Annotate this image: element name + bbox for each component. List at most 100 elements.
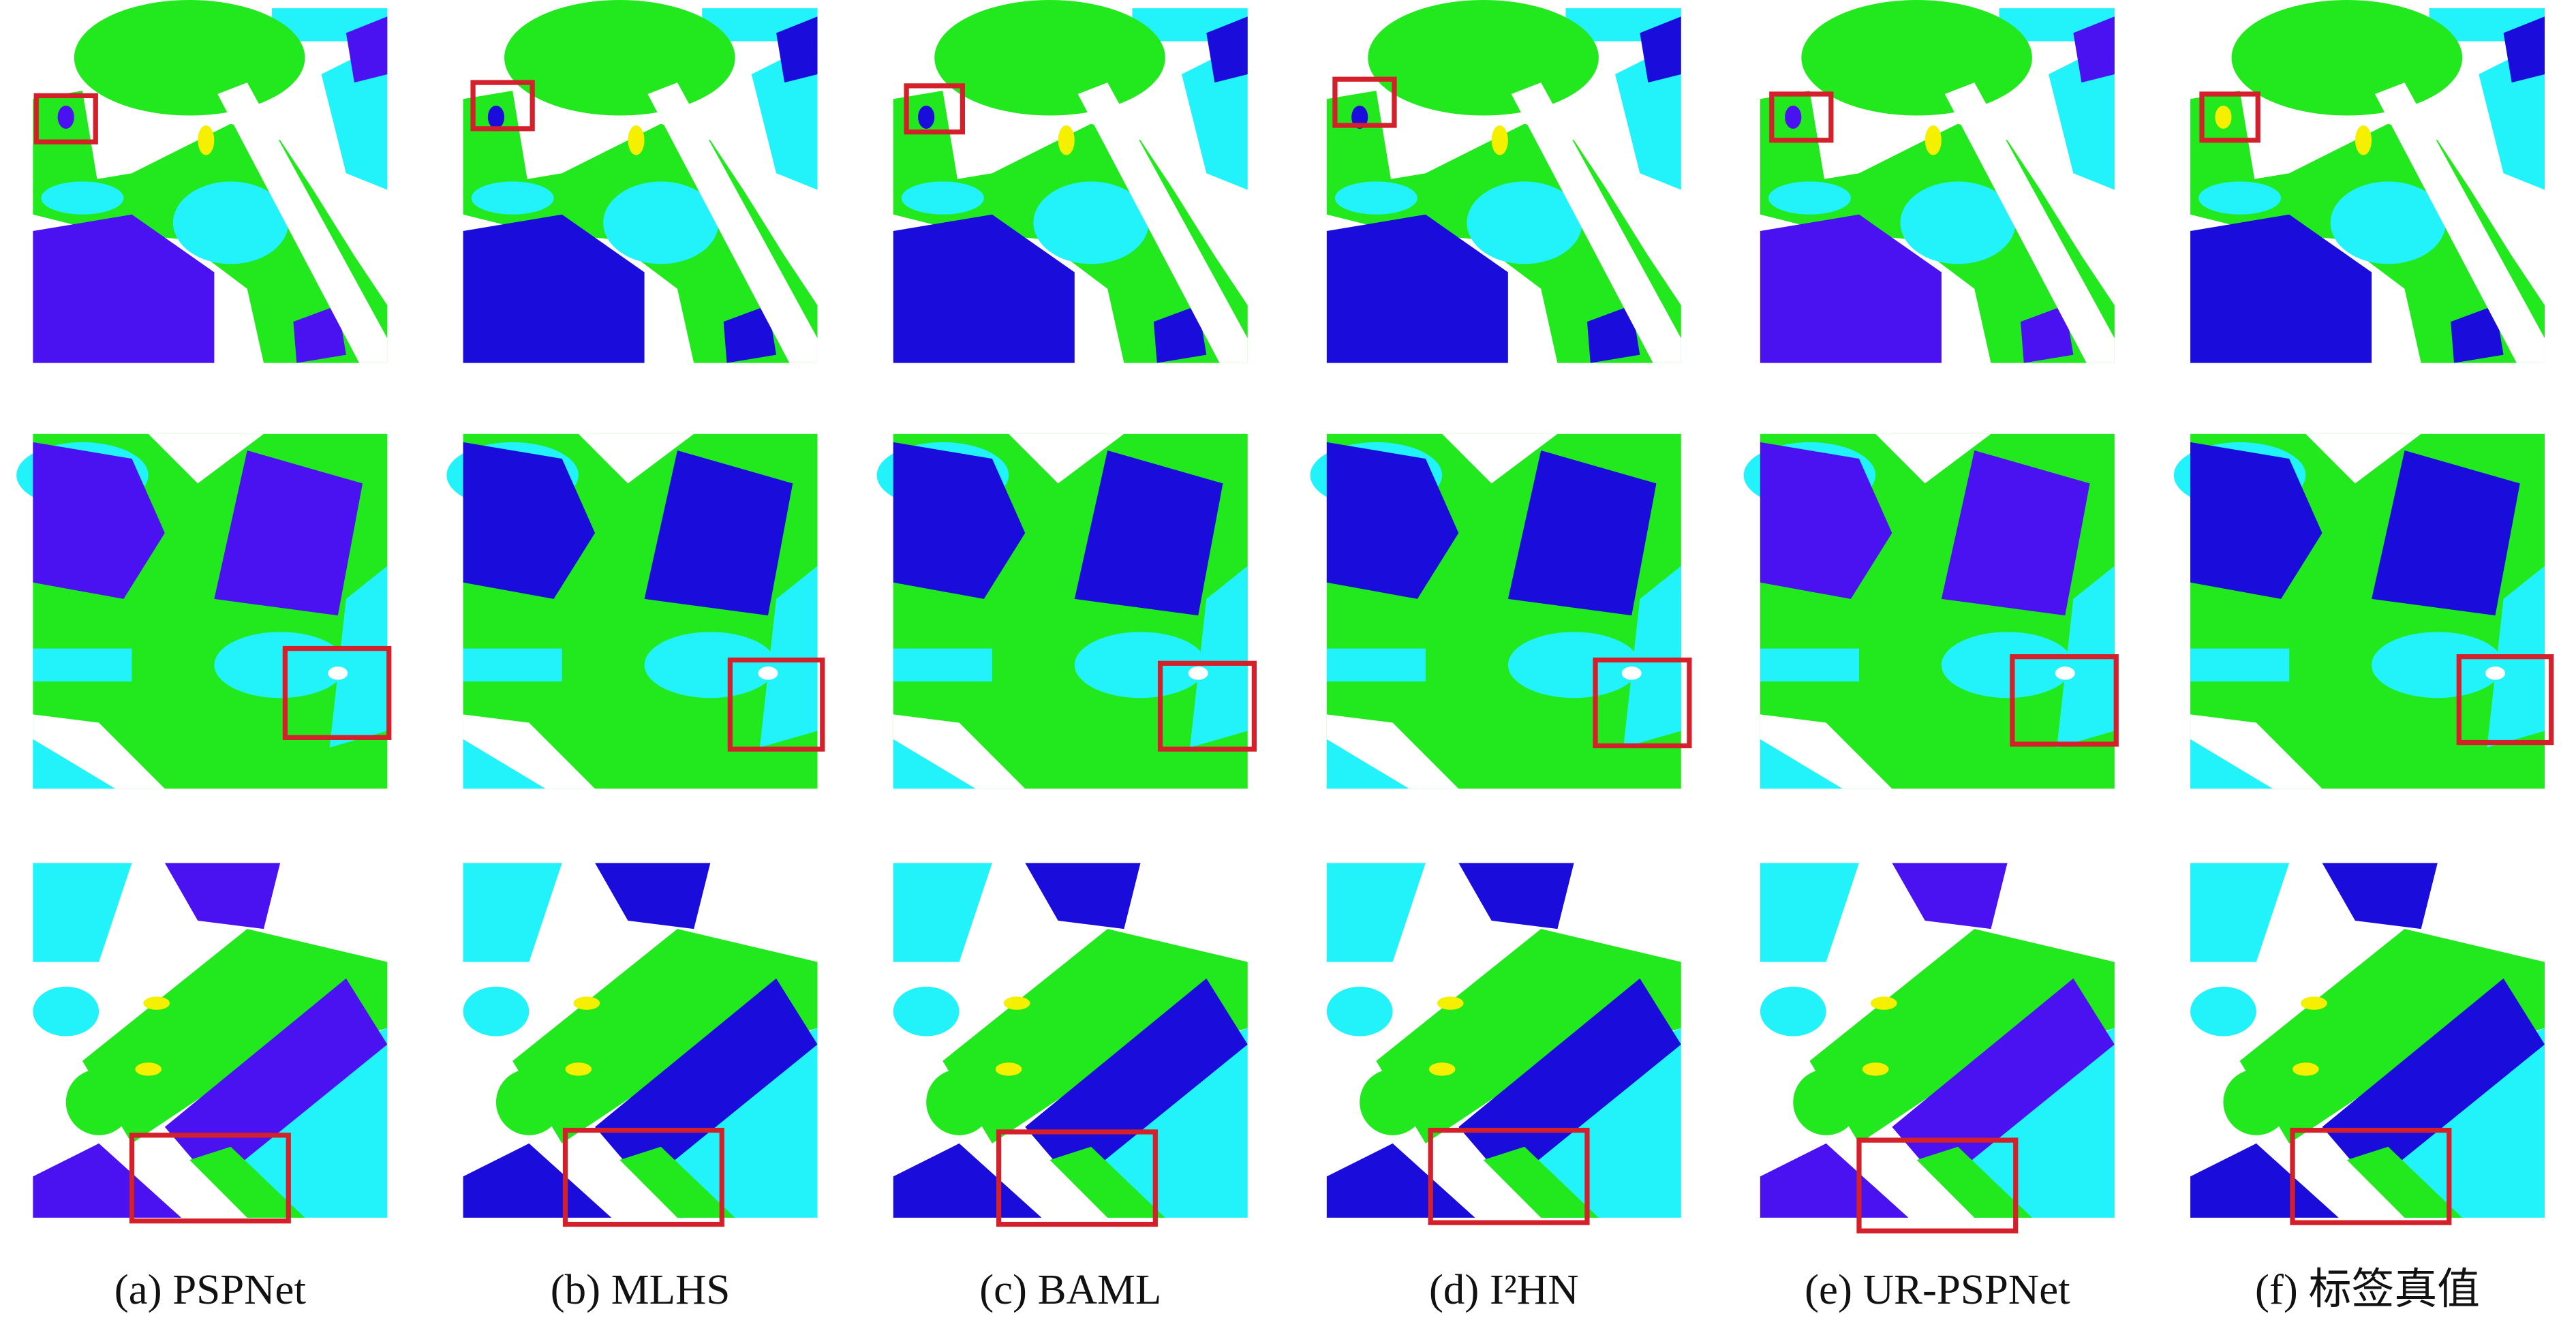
region bbox=[1623, 566, 1681, 748]
highlight-box bbox=[562, 1127, 724, 1227]
region bbox=[293, 305, 346, 363]
region bbox=[2330, 181, 2446, 264]
region bbox=[328, 666, 348, 680]
region bbox=[644, 450, 793, 616]
region bbox=[463, 739, 546, 789]
highlight-box bbox=[1593, 657, 1692, 749]
region bbox=[1870, 996, 1897, 1010]
region bbox=[148, 433, 264, 484]
segmentation-map bbox=[893, 0, 1248, 363]
region bbox=[1049, 1146, 1165, 1218]
region bbox=[33, 986, 99, 1037]
region bbox=[463, 442, 596, 599]
region bbox=[2305, 433, 2421, 484]
region bbox=[578, 433, 694, 484]
region bbox=[995, 1062, 1022, 1076]
region bbox=[1074, 450, 1223, 616]
region bbox=[1640, 16, 1681, 83]
region bbox=[1326, 214, 1508, 363]
region bbox=[1483, 1146, 1599, 1218]
region bbox=[595, 978, 818, 1185]
highlight-box bbox=[282, 645, 392, 740]
region bbox=[1507, 450, 1657, 616]
region bbox=[463, 91, 530, 194]
region bbox=[1760, 442, 1892, 599]
region bbox=[2190, 214, 2372, 363]
region bbox=[2322, 863, 2438, 930]
region bbox=[217, 82, 388, 363]
region bbox=[942, 929, 1248, 1144]
region bbox=[2190, 986, 2256, 1037]
region bbox=[57, 105, 74, 129]
region bbox=[1941, 450, 2090, 616]
region bbox=[2198, 181, 2282, 215]
region bbox=[1875, 433, 1991, 484]
region bbox=[893, 986, 960, 1037]
region bbox=[2293, 1062, 2319, 1076]
region bbox=[1058, 125, 1075, 155]
region bbox=[893, 91, 960, 194]
region bbox=[1206, 16, 1248, 83]
region bbox=[512, 929, 818, 1144]
region bbox=[172, 181, 289, 264]
region bbox=[1326, 648, 1426, 681]
segmentation-map bbox=[33, 863, 388, 1218]
region bbox=[918, 105, 935, 129]
region bbox=[893, 1143, 1042, 1218]
highlight-box bbox=[904, 83, 965, 135]
region bbox=[463, 986, 530, 1037]
region bbox=[1760, 739, 1843, 789]
region bbox=[463, 214, 645, 363]
region bbox=[135, 1062, 162, 1076]
segmentation-map bbox=[463, 0, 818, 363]
region bbox=[1809, 929, 2115, 1144]
region bbox=[1025, 863, 1141, 930]
region bbox=[893, 863, 992, 962]
region bbox=[1507, 632, 1640, 699]
region bbox=[2346, 1146, 2463, 1218]
region bbox=[2190, 1143, 2339, 1218]
region bbox=[723, 305, 777, 363]
highlight-box bbox=[1856, 1137, 2019, 1233]
highlight-box bbox=[33, 93, 98, 144]
region bbox=[2190, 739, 2273, 789]
region bbox=[893, 739, 976, 789]
region bbox=[1437, 996, 1464, 1010]
region bbox=[1760, 648, 1859, 681]
region bbox=[1941, 632, 2074, 699]
segmentation-map bbox=[463, 863, 818, 1218]
region bbox=[2190, 442, 2322, 599]
region bbox=[2020, 305, 2074, 363]
region bbox=[33, 863, 132, 962]
region bbox=[2301, 996, 2327, 1010]
region bbox=[1760, 214, 1942, 363]
region bbox=[463, 863, 562, 962]
region bbox=[65, 1069, 132, 1135]
region bbox=[2355, 125, 2372, 155]
region bbox=[1862, 1062, 1889, 1076]
region bbox=[82, 929, 388, 1144]
region bbox=[776, 16, 818, 83]
caption: (c) BAML bbox=[979, 1265, 1161, 1313]
region bbox=[33, 1143, 182, 1218]
region bbox=[74, 0, 305, 116]
segmentation-map bbox=[446, 433, 818, 789]
region bbox=[573, 996, 600, 1010]
region bbox=[346, 16, 388, 83]
region bbox=[1785, 105, 1802, 129]
region bbox=[1458, 863, 1574, 930]
region bbox=[1491, 125, 1508, 155]
region bbox=[214, 632, 346, 699]
region bbox=[33, 648, 132, 681]
region bbox=[595, 863, 711, 930]
highlight-box bbox=[1428, 1127, 1590, 1225]
segmentation-map bbox=[893, 863, 1248, 1218]
region bbox=[1801, 0, 2032, 116]
region bbox=[1326, 442, 1459, 599]
segmentation-map bbox=[2190, 0, 2545, 363]
segmentation-map bbox=[1760, 863, 2115, 1218]
caption: (d) I²HN bbox=[1429, 1265, 1579, 1313]
region bbox=[2374, 82, 2545, 363]
region bbox=[329, 566, 388, 748]
